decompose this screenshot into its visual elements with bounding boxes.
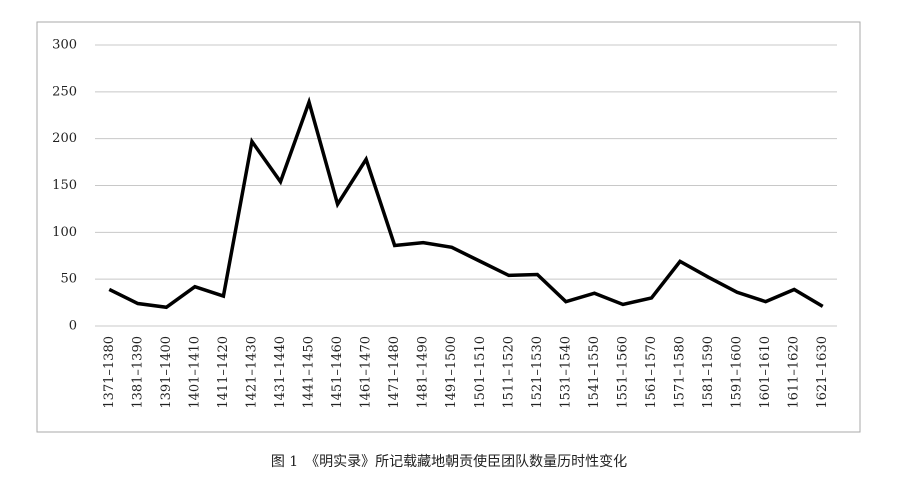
y-tick-label: 150 bbox=[52, 178, 77, 193]
chart-frame bbox=[36, 21, 861, 433]
y-tick-label: 250 bbox=[52, 84, 77, 99]
x-tick-label: 1521–1530 bbox=[530, 336, 545, 409]
x-tick-label: 1381–1390 bbox=[130, 336, 145, 409]
x-tick-label: 1411–1420 bbox=[216, 336, 231, 409]
x-tick-label: 1491–1500 bbox=[444, 336, 459, 409]
x-tick-label: 1481–1490 bbox=[416, 336, 431, 409]
x-tick-label: 1591–1600 bbox=[730, 336, 745, 409]
x-tick-label: 1611–1620 bbox=[787, 336, 802, 409]
x-tick-label: 1371–1380 bbox=[102, 336, 117, 409]
x-tick-label: 1531–1540 bbox=[558, 336, 573, 409]
y-tick-label: 0 bbox=[69, 319, 77, 334]
x-tick-label: 1451–1460 bbox=[330, 336, 345, 409]
x-tick-label: 1461–1470 bbox=[359, 336, 374, 409]
y-tick-label: 200 bbox=[52, 131, 77, 146]
x-tick-label: 1431–1440 bbox=[273, 336, 288, 409]
x-tick-label: 1561–1570 bbox=[644, 336, 659, 409]
y-tick-label: 300 bbox=[52, 38, 77, 53]
x-tick-label: 1541–1550 bbox=[587, 336, 602, 409]
x-tick-label: 1421–1430 bbox=[244, 336, 259, 409]
x-tick-label: 1581–1590 bbox=[701, 336, 716, 409]
x-tick-label: 1601–1610 bbox=[758, 336, 773, 409]
x-tick-label: 1501–1510 bbox=[473, 336, 488, 409]
data-line bbox=[108, 96, 824, 310]
x-tick-label: 1571–1580 bbox=[673, 336, 688, 409]
x-tick-label: 1621–1630 bbox=[815, 336, 830, 409]
x-tick-label: 1471–1480 bbox=[387, 336, 402, 409]
y-tick-label: 50 bbox=[60, 272, 77, 287]
x-tick-label: 1441–1450 bbox=[302, 336, 317, 409]
x-tick-label: 1511–1520 bbox=[501, 336, 516, 409]
x-tick-label: 1551–1560 bbox=[615, 336, 630, 409]
x-tick-label: 1401–1410 bbox=[187, 336, 202, 409]
x-tick-label: 1391–1400 bbox=[159, 336, 174, 409]
chart-caption: 图 1 《明实录》所记载藏地朝贡使臣团队数量历时性变化 bbox=[271, 453, 627, 470]
y-tick-label: 100 bbox=[52, 225, 77, 240]
